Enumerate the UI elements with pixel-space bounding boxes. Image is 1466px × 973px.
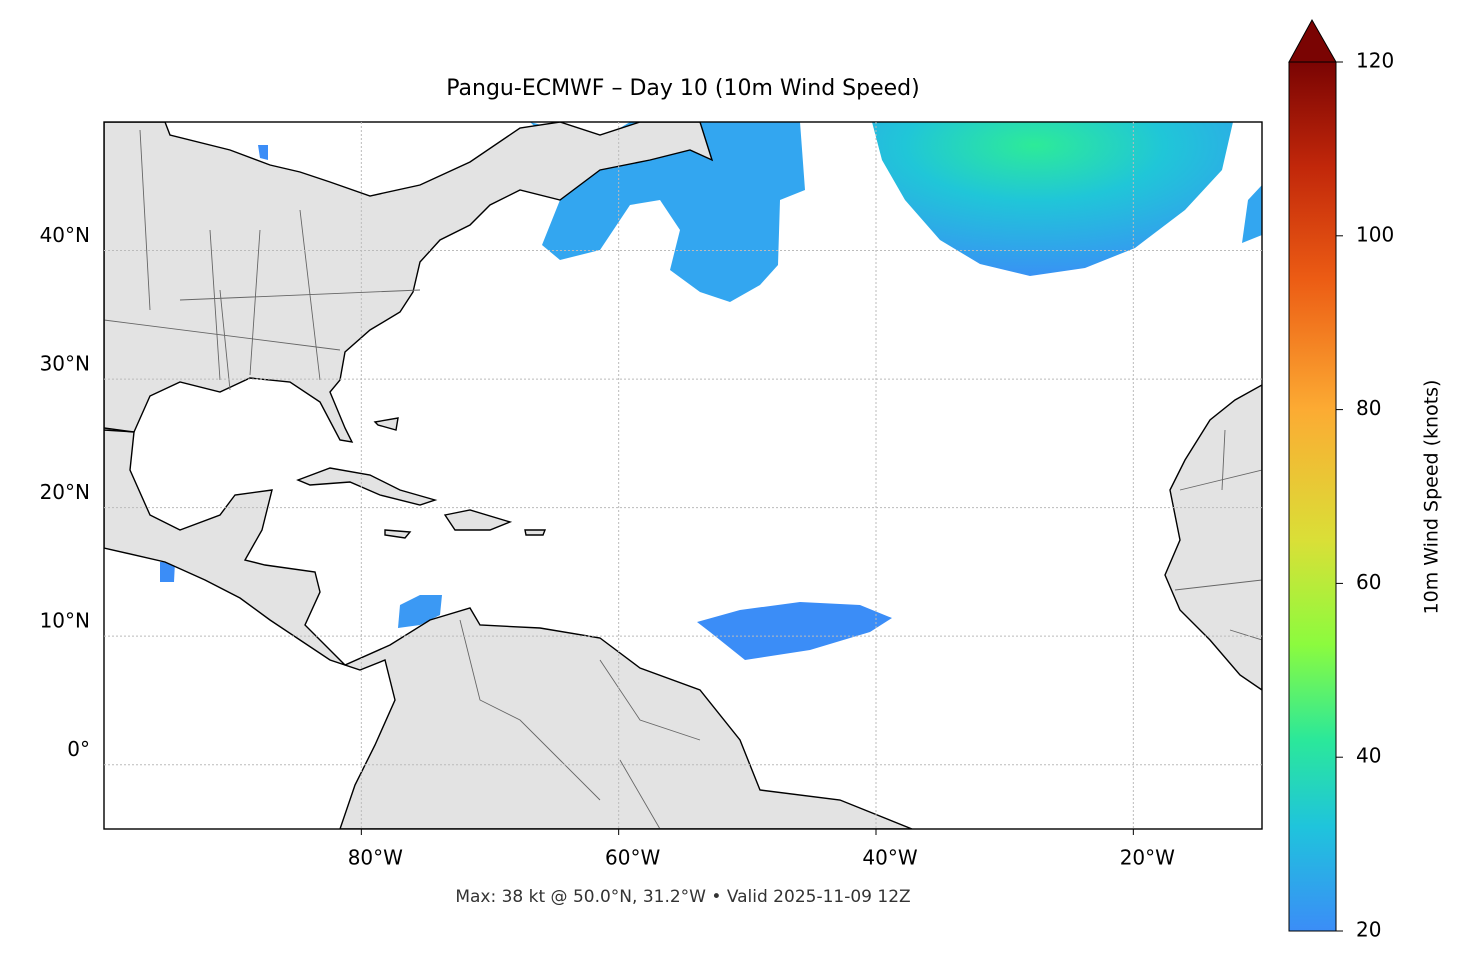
colorbar-tick-label: 40	[1356, 744, 1381, 768]
y-tick-label: 40°N	[40, 223, 90, 247]
colorbar-tick-label: 20	[1356, 918, 1381, 942]
map-frame	[103, 121, 1263, 830]
x-tick-label: 80°W	[348, 846, 403, 870]
y-tick-label: 30°N	[40, 352, 90, 376]
map-footer: Max: 38 kt @ 50.0°N, 31.2°W • Valid 2025…	[455, 887, 910, 907]
colorbar-tick-label: 60	[1356, 570, 1381, 594]
y-tick-label: 10°N	[40, 609, 90, 633]
colorbar	[1288, 61, 1337, 932]
map-title: Pangu-ECMWF – Day 10 (10m Wind Speed)	[446, 76, 919, 101]
x-tick-label: 40°W	[862, 846, 917, 870]
colorbar-tick-label: 100	[1356, 222, 1394, 246]
y-tick-label: 20°N	[40, 480, 90, 504]
map-area	[104, 122, 1262, 829]
y-tick-label: 0°	[67, 737, 90, 761]
x-tick-label: 60°W	[605, 846, 660, 870]
colorbar-tick-label: 120	[1356, 49, 1394, 73]
colorbar-label: 10m Wind Speed (knots)	[1421, 380, 1443, 615]
land	[104, 122, 1262, 829]
borders	[104, 129, 1262, 829]
x-tick-label: 20°W	[1120, 846, 1175, 870]
colorbar-extend	[1288, 18, 1337, 63]
colorbar-tick-label: 80	[1356, 396, 1381, 420]
